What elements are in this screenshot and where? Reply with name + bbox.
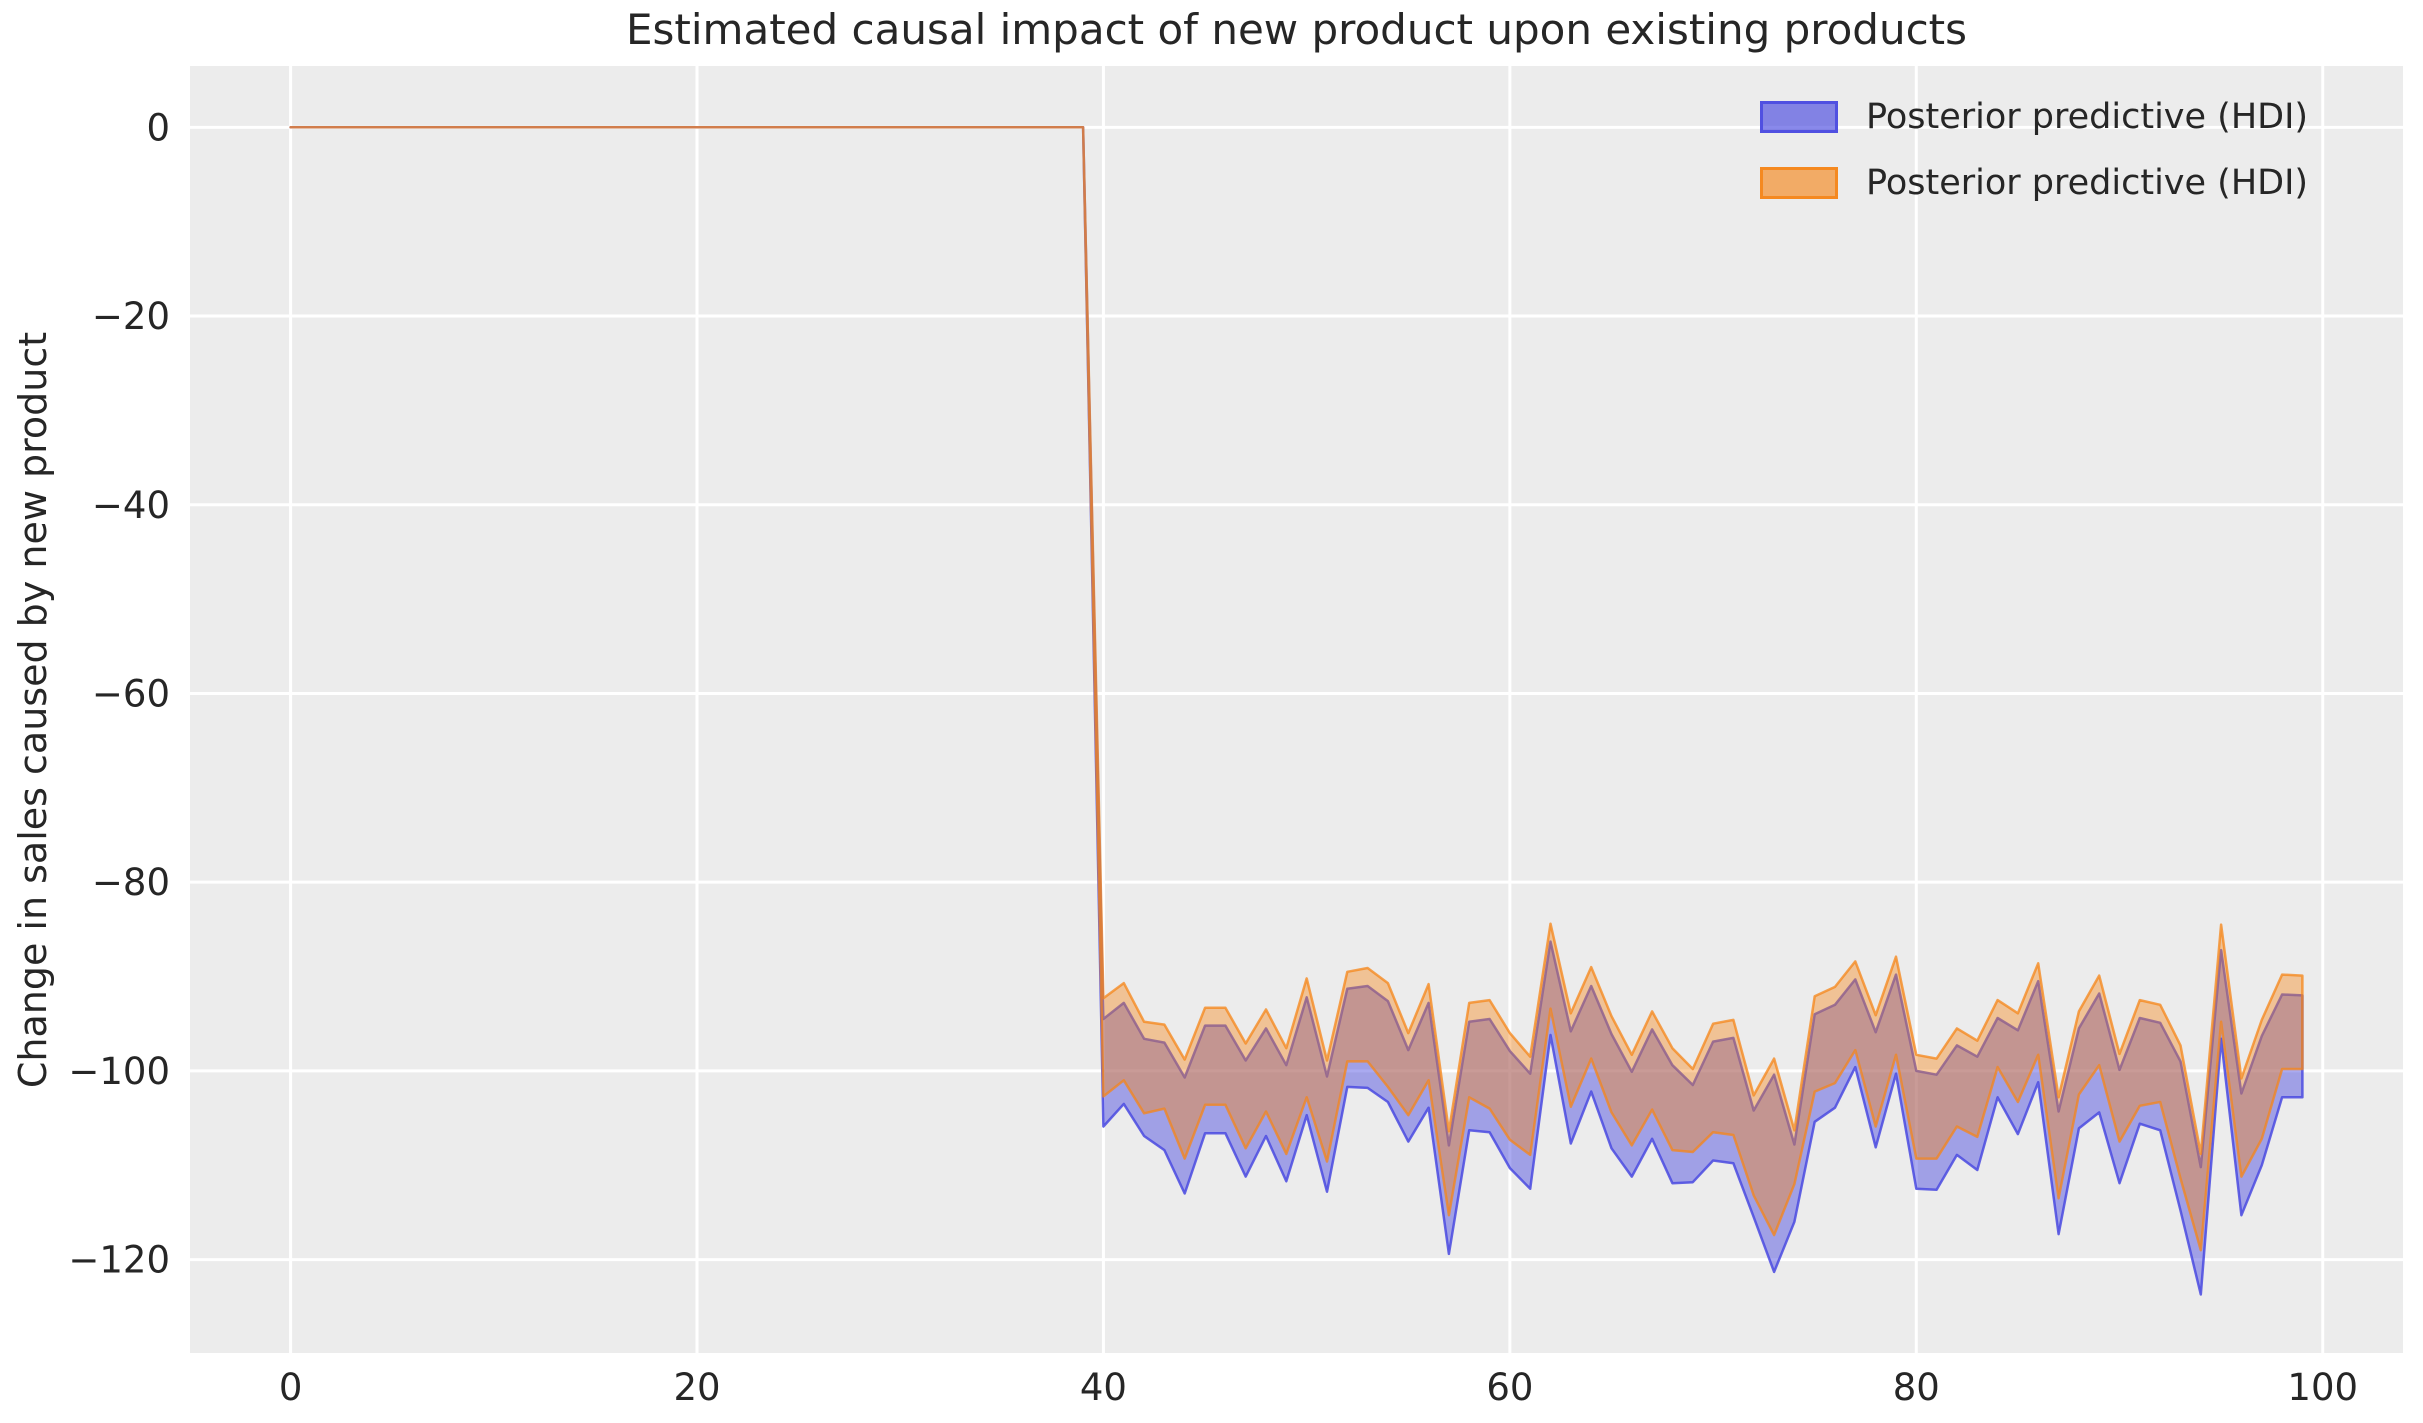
- legend-label: Posterior predictive (HDI): [1866, 163, 2309, 203]
- legend-entry-orange: Posterior predictive (HDI): [1760, 162, 2308, 204]
- legend: Posterior predictive (HDI) Posterior pre…: [1760, 96, 2308, 204]
- y-tick-label: −80: [92, 861, 170, 904]
- y-tick-label: −120: [68, 1239, 170, 1282]
- plot-background: [190, 66, 2403, 1353]
- legend-swatch-orange-icon: [1760, 167, 1838, 199]
- y-tick-label: −20: [92, 295, 170, 338]
- y-tick-label: −40: [92, 484, 170, 527]
- chart-title: Estimated causal impact of new product u…: [625, 5, 1968, 54]
- x-tick-label: 80: [1893, 1366, 1940, 1409]
- legend-swatch-blue-icon: [1760, 101, 1838, 133]
- y-tick-label: −60: [92, 672, 170, 715]
- x-tick-label: 0: [279, 1366, 303, 1409]
- hdi-band-orange: [289, 126, 2304, 1252]
- legend-entry-blue: Posterior predictive (HDI): [1760, 96, 2308, 138]
- y-axis-label: Change in sales caused by new product: [11, 331, 55, 1089]
- x-tick-label: 100: [2287, 1366, 2358, 1409]
- y-tick-label: 0: [146, 106, 170, 149]
- x-tick-label: 20: [673, 1366, 720, 1409]
- x-tick-label: 60: [1486, 1366, 1533, 1409]
- x-tick-label: 40: [1080, 1366, 1127, 1409]
- y-tick-label: −100: [68, 1050, 170, 1093]
- legend-label: Posterior predictive (HDI): [1866, 97, 2309, 137]
